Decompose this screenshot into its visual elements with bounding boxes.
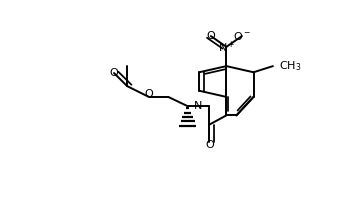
Text: O$^-$: O$^-$ <box>233 30 251 42</box>
Text: O: O <box>144 89 153 99</box>
Text: CH$_3$: CH$_3$ <box>279 59 301 73</box>
Text: O: O <box>206 31 215 41</box>
Text: N$^+$: N$^+$ <box>218 39 235 54</box>
Text: O: O <box>205 140 214 150</box>
Text: O: O <box>110 68 118 78</box>
Text: N: N <box>194 101 203 111</box>
